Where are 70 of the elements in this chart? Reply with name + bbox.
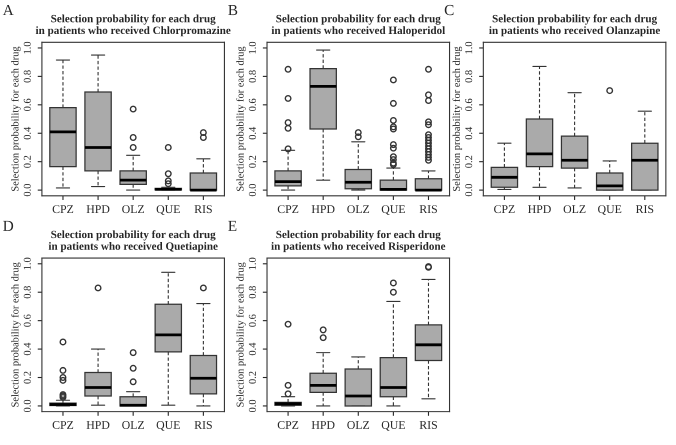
- y-tick-label: 1.0: [248, 42, 256, 54]
- text: E: [228, 220, 236, 231]
- x-tick-label: HPD: [86, 205, 110, 214]
- y-tick-label: 0.0: [24, 184, 31, 196]
- y-tick-label: 0.0: [465, 184, 472, 196]
- y-tick-label: 0.8: [248, 286, 256, 298]
- y-tick-label: 1.0: [24, 258, 31, 270]
- x-tick-label: HPD: [528, 205, 551, 214]
- y-tick-label: 0.6: [24, 314, 31, 327]
- x-tick-label: RIS: [194, 421, 212, 429]
- x-tick-label: RIS: [420, 205, 437, 214]
- y-tick-label: 0.0: [248, 400, 256, 412]
- x-tick-label: QUE: [156, 205, 180, 215]
- x-tick-label: CPZ: [278, 421, 298, 429]
- y-tick-label: 0.2: [24, 156, 31, 168]
- x-tick-label: OLZ: [347, 205, 370, 214]
- text: A: [2, 4, 14, 16]
- x-tick-label: RIS: [194, 205, 212, 214]
- y-tick-label: 1.0: [24, 42, 31, 54]
- y-axis-title: Selection probability for each drug: [236, 262, 246, 407]
- chart-title: Selection probability for each drug in patients who received Chlorpromazine: [36, 14, 231, 36]
- x-tick-label: QUE: [382, 205, 405, 215]
- x-tick-label: QUE: [598, 205, 622, 215]
- x-tick-label: HPD: [86, 421, 110, 429]
- y-tick-label: 1.0: [465, 42, 472, 54]
- y-tick-label: 0.4: [248, 126, 256, 140]
- chart-title: Selection probability for each drug in patients who received Olanzapine: [489, 14, 660, 36]
- chart-title: Selection probability for each drug in patients who received Risperidone: [271, 230, 446, 252]
- y-tick-label: 1.0: [248, 258, 256, 270]
- x-tick-label: CPZ: [52, 205, 74, 214]
- y-axis-title: Selection probability for each drug: [11, 262, 21, 407]
- y-tick-label: 0.8: [465, 70, 472, 83]
- y-tick-label: 0.6: [248, 98, 256, 111]
- text: C: [444, 4, 454, 16]
- x-tick-label: HPD: [312, 205, 335, 214]
- y-axis-title: Selection probability for each drug: [11, 46, 21, 191]
- y-axis-title: Selection probability for each drug: [452, 46, 462, 191]
- y-tick-label: 0.4: [24, 126, 31, 140]
- y-tick-label: 0.4: [465, 126, 472, 140]
- y-tick-label: 0.2: [24, 372, 31, 384]
- chart-title: Selection probability for each drug in patients who received Quetiapine: [48, 230, 218, 252]
- y-tick-label: 0.8: [248, 70, 256, 83]
- y-tick-label: 0.4: [24, 342, 31, 356]
- y-tick-label: 0.8: [24, 286, 31, 298]
- chart-title: Selection probability for each drug in patients who received Haloperidol: [272, 14, 446, 36]
- x-tick-label: QUE: [382, 421, 405, 431]
- y-tick-label: 0.2: [465, 156, 472, 168]
- x-tick-label: RIS: [420, 421, 437, 429]
- y-tick-label: 0.2: [248, 156, 256, 168]
- y-tick-label: 0.6: [248, 314, 256, 327]
- y-tick-label: 0.6: [24, 98, 31, 111]
- y-tick-label: 0.8: [24, 70, 31, 83]
- y-tick-label: 0.0: [248, 184, 256, 196]
- text: B: [228, 5, 238, 16]
- y-tick-label: 0.0: [24, 400, 31, 412]
- text: D: [3, 220, 14, 231]
- y-tick-label: 0.6: [465, 98, 472, 111]
- y-tick-label: 0.2: [248, 372, 256, 384]
- y-tick-label: 0.4: [248, 342, 256, 356]
- x-tick-label: CPZ: [278, 205, 298, 214]
- x-tick-label: QUE: [156, 421, 180, 431]
- x-tick-label: OLZ: [564, 205, 586, 214]
- x-tick-label: RIS: [636, 205, 654, 214]
- x-tick-label: OLZ: [347, 421, 370, 429]
- y-axis-title: Selection probability for each drug: [236, 46, 246, 191]
- x-tick-label: CPZ: [52, 421, 74, 429]
- x-tick-label: OLZ: [122, 205, 144, 214]
- x-tick-label: HPD: [312, 421, 335, 429]
- x-tick-label: OLZ: [122, 421, 144, 429]
- x-tick-label: CPZ: [494, 205, 515, 214]
